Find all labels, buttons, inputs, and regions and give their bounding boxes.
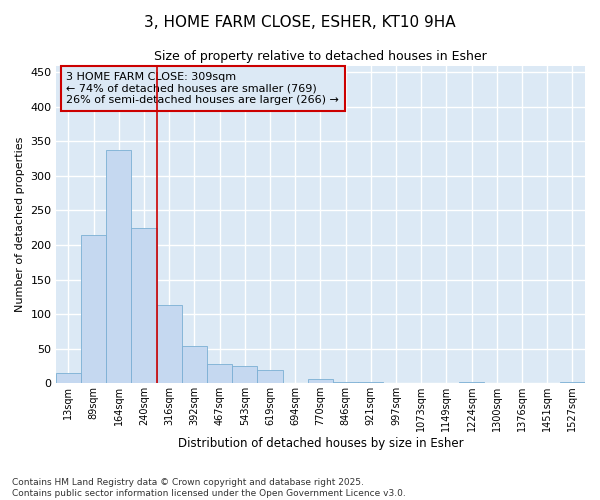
Bar xyxy=(106,150,131,383)
Text: Contains HM Land Registry data © Crown copyright and database right 2025.
Contai: Contains HM Land Registry data © Crown c… xyxy=(12,478,406,498)
Text: 3, HOME FARM CLOSE, ESHER, KT10 9HA: 3, HOME FARM CLOSE, ESHER, KT10 9HA xyxy=(144,15,456,30)
Bar xyxy=(459,382,484,383)
Bar xyxy=(157,305,182,383)
Y-axis label: Number of detached properties: Number of detached properties xyxy=(15,136,25,312)
Bar xyxy=(333,382,358,383)
Bar xyxy=(308,379,333,383)
Bar xyxy=(207,364,232,383)
Bar xyxy=(257,370,283,383)
Text: 3 HOME FARM CLOSE: 309sqm
← 74% of detached houses are smaller (769)
26% of semi: 3 HOME FARM CLOSE: 309sqm ← 74% of detac… xyxy=(67,72,340,105)
Bar xyxy=(81,234,106,383)
Bar xyxy=(131,228,157,383)
X-axis label: Distribution of detached houses by size in Esher: Distribution of detached houses by size … xyxy=(178,437,463,450)
Bar xyxy=(56,372,81,383)
Bar xyxy=(560,382,585,383)
Bar xyxy=(182,346,207,383)
Title: Size of property relative to detached houses in Esher: Size of property relative to detached ho… xyxy=(154,50,487,63)
Bar xyxy=(358,382,383,383)
Bar xyxy=(232,366,257,383)
